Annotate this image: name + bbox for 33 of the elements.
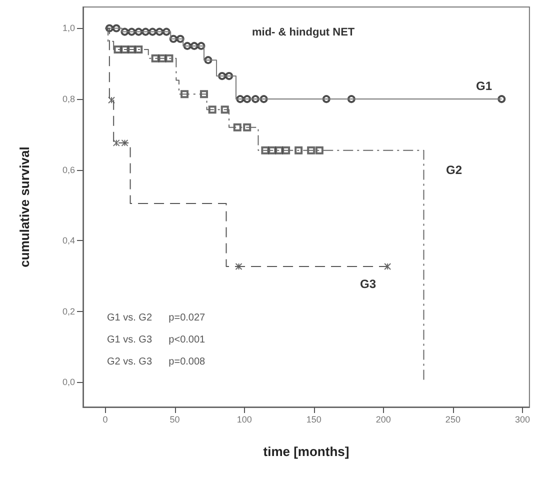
point — [315, 146, 324, 154]
x-tick-label: 300 — [514, 414, 530, 424]
annotation: G2 vs. G3 p=0.008 — [107, 356, 206, 368]
x-tick-label: 50 — [170, 414, 180, 424]
y-tick-label: 1,0 — [62, 23, 75, 34]
text: mid- & hindgut NET — [252, 26, 355, 38]
y-tick-label: 0,8 — [62, 94, 75, 104]
x-axis-title: time [months] — [263, 444, 350, 459]
point — [233, 123, 242, 132]
x-tick-label: 150 — [306, 414, 322, 424]
annotation: G2 — [446, 163, 462, 177]
y-axis-title: cumulative survival — [17, 146, 32, 268]
point — [112, 139, 120, 146]
point — [165, 54, 174, 62]
point — [235, 262, 242, 270]
annotation: G1 — [476, 79, 492, 93]
y-tick-label: 0,4 — [62, 236, 75, 246]
point — [384, 262, 392, 270]
point — [275, 146, 284, 154]
annotation: G1 vs. G2 p=0.027 — [107, 312, 206, 324]
point — [108, 96, 116, 104]
x-tick-label: 250 — [445, 414, 460, 424]
point — [134, 45, 143, 54]
y-tick-label: 0,6 — [62, 164, 75, 175]
y-tick-label: 0,2 — [62, 306, 75, 316]
annotation: G1 vs. G3 p<0.001 — [107, 334, 206, 346]
x-tick-label: 0 — [102, 414, 108, 424]
point — [294, 146, 303, 154]
x-tick-label: 200 — [376, 414, 391, 424]
annotation: G3 — [360, 277, 376, 291]
y-tick-label: 0,0 — [62, 377, 75, 388]
point — [121, 139, 128, 146]
x-tick-label: 100 — [236, 414, 252, 424]
